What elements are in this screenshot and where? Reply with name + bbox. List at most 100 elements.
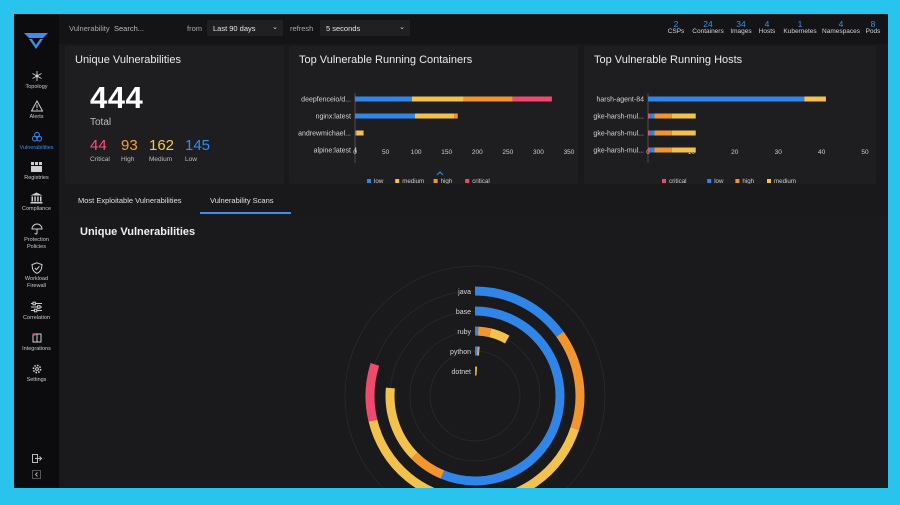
x-tick-label: 150 — [441, 149, 452, 156]
top-containers-card: Top Vulnerable Running Containers 050100… — [289, 46, 578, 184]
bar-segment-high — [454, 113, 458, 119]
sidebar-item-label: Alerts — [29, 114, 44, 120]
legend-swatch-medium — [395, 179, 400, 183]
bar-segment-low — [650, 113, 655, 119]
active-tab-indicator — [200, 212, 291, 214]
radial-vulnerabilities-chart: dotnet python ruby base java — [344, 265, 606, 488]
topology-icon — [31, 71, 42, 81]
top-filter-bar: Vulnerability Search... from Last 90 day… — [59, 14, 888, 44]
sidebar-item-registries[interactable]: Registries — [14, 161, 59, 182]
tab-vulnerability-scans[interactable]: Vulnerability Scans — [210, 196, 274, 205]
search-input[interactable]: Search... — [114, 24, 145, 33]
sidebar-item-label: Protection — [24, 237, 49, 243]
stat-kubernetes[interactable]: 1 Kubernetes — [783, 19, 817, 35]
compliance-building-icon — [30, 192, 43, 204]
sidebar-item-workload-firewall[interactable]: Workload Firewall — [14, 262, 59, 290]
radial-bar-segment — [556, 331, 585, 430]
bar-segment-high — [654, 147, 672, 153]
tab-most-exploitable[interactable]: Most Exploitable Vulnerabilities — [78, 196, 182, 205]
collapse-sidebar-button[interactable] — [14, 470, 59, 481]
sidebar-item-label: Firewall — [27, 283, 46, 289]
sidebar-item-settings[interactable]: Settings — [14, 363, 59, 384]
radial-category-label: ruby — [457, 329, 471, 336]
x-tick-label: 250 — [502, 149, 513, 156]
unique-vulnerabilities-card: Unique Vulnerabilities 444 Total 44 Criti… — [65, 46, 284, 184]
bar-segment-high — [463, 96, 513, 102]
total-vulnerabilities-count: 444 — [90, 80, 144, 115]
logout-button[interactable] — [14, 454, 59, 465]
legend-swatch-high — [433, 179, 438, 183]
bar-segment-critical — [648, 113, 651, 119]
deepfence-logo-icon[interactable] — [23, 32, 49, 50]
severity-high[interactable]: 93 High — [121, 137, 138, 164]
refresh-interval-select[interactable]: 5 seconds ⌄ — [320, 20, 410, 36]
sidebar-item-topology[interactable]: Topology — [14, 70, 59, 91]
sidebar-item-label: Policies — [27, 244, 46, 250]
x-tick-label: 20 — [731, 149, 739, 156]
chevron-up-icon — [436, 171, 444, 176]
bar-segment-medium — [671, 130, 696, 136]
sidebar-item-label: Correlation — [23, 315, 50, 321]
biohazard-icon — [31, 131, 42, 142]
bar-segment-medium — [804, 96, 826, 102]
category-label: gke-harsh-mul... — [593, 114, 644, 121]
category-label: andrewmichael... — [298, 131, 351, 138]
sidebar-item-compliance[interactable]: Compliance — [14, 192, 59, 213]
sidebar-item-label: Workload — [24, 276, 49, 282]
bar-segment-medium — [411, 96, 464, 102]
severity-low[interactable]: 145 Low — [185, 137, 211, 164]
chevron-down-icon: ⌄ — [272, 24, 278, 31]
sidebar-item-label: Integrations — [22, 346, 51, 352]
x-tick-label: 350 — [564, 149, 575, 156]
bar-segment-low — [355, 96, 412, 102]
severity-critical[interactable]: 44 Critical — [90, 137, 110, 164]
refresh-interval-value: 5 seconds — [326, 24, 361, 33]
legend-label: medium — [774, 178, 796, 184]
category-label: gke-harsh-mul... — [593, 131, 644, 138]
bar-segment-critical — [648, 130, 651, 136]
legend-swatch-critical — [465, 179, 470, 183]
stat-pods[interactable]: 8 Pods — [865, 19, 881, 35]
legend-label: high — [742, 178, 754, 184]
x-tick-label: 50 — [382, 149, 390, 156]
registry-icon — [31, 162, 42, 172]
radial-bar-segment — [474, 286, 564, 337]
time-range-select[interactable]: Last 90 days ⌄ — [207, 20, 283, 36]
radial-category-label: base — [456, 309, 471, 316]
sidebar-item-label: Registries — [24, 175, 49, 181]
sidebar-item-label: Compliance — [21, 206, 52, 212]
category-label: harsh-agent-84 — [597, 97, 645, 104]
legend-label: high — [441, 178, 453, 184]
stat-namespaces[interactable]: 4 Namespaces — [822, 19, 860, 35]
bar-segment-high — [654, 113, 672, 119]
legend-label: critical — [472, 178, 490, 184]
vulnerability-filter-label: Vulnerability — [69, 24, 110, 33]
panel-title: Unique Vulnerabilities — [80, 226, 196, 238]
card-title: Top Vulnerable Running Containers — [299, 54, 473, 66]
containers-bar-chart: 050100150200250300350deepfenceio/d...ngi… — [298, 93, 575, 184]
stat-containers[interactable]: 24 Containers — [692, 19, 724, 35]
sidebar-item-label: Settings — [26, 377, 47, 383]
bar-segment-low — [650, 130, 655, 136]
sidebar-item-correlation[interactable]: Correlation — [14, 301, 59, 322]
sidebar-item-vulnerabilities[interactable]: Vulnerabilities — [14, 131, 59, 152]
sidebar-item-alerts[interactable]: Alerts — [14, 100, 59, 121]
category-label: alpine:latest — [314, 148, 351, 155]
from-label: from — [187, 24, 202, 33]
sidebar-item-integrations[interactable]: Integrations — [14, 332, 59, 353]
stat-hosts[interactable]: 4 Hosts — [758, 19, 776, 35]
stat-images[interactable]: 34 Images — [730, 19, 752, 35]
tab-bar: Most Exploitable Vulnerabilities Vulnera… — [63, 186, 888, 214]
radial-category-label: python — [450, 349, 471, 356]
bar-segment-low — [355, 130, 357, 136]
main-content: Vulnerability Search... from Last 90 day… — [59, 14, 888, 488]
legend-label: low — [714, 178, 724, 184]
sidebar-item-protection-policies[interactable]: Protection Policies — [14, 223, 59, 251]
legend-swatch-low — [707, 179, 712, 183]
x-tick-label: 100 — [411, 149, 422, 156]
radial-bar-segment — [440, 306, 565, 486]
x-tick-label: 200 — [472, 149, 483, 156]
legend-swatch-critical — [662, 179, 666, 183]
stat-csps[interactable]: 2 CSPs — [667, 19, 685, 35]
severity-medium[interactable]: 162 Medium — [149, 137, 175, 164]
